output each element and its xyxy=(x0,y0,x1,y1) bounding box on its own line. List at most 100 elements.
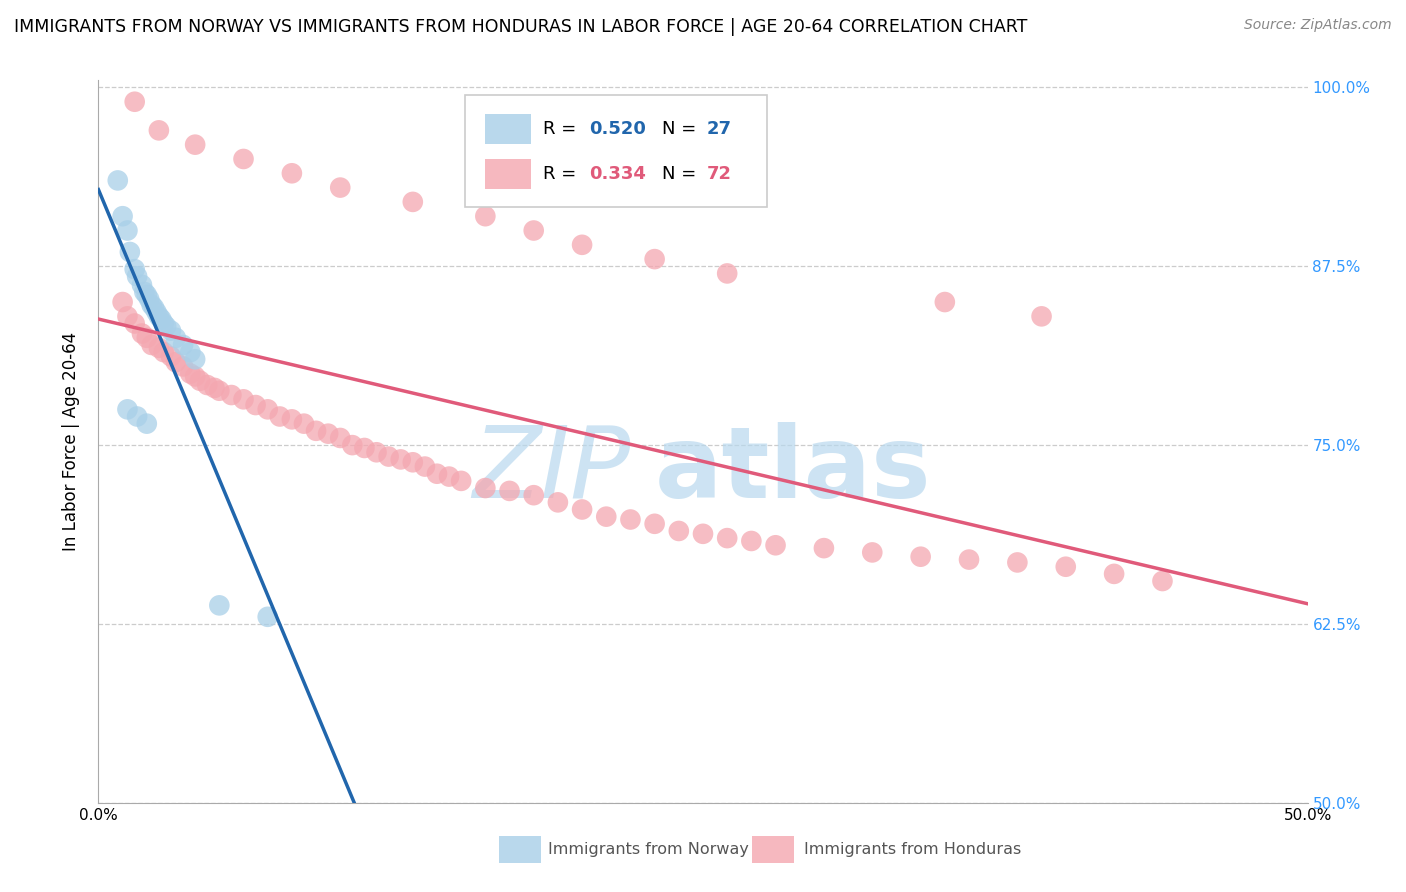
Point xyxy=(143,301,166,315)
Point xyxy=(934,295,956,310)
Point xyxy=(256,402,278,417)
Point xyxy=(184,369,207,384)
Point xyxy=(127,269,149,284)
Point xyxy=(134,285,156,299)
Point xyxy=(860,545,883,559)
Point xyxy=(195,378,218,392)
Point xyxy=(208,384,231,398)
Point xyxy=(148,123,170,137)
Point xyxy=(124,317,146,331)
Point xyxy=(426,467,449,481)
Point xyxy=(692,526,714,541)
Point xyxy=(281,166,304,180)
FancyBboxPatch shape xyxy=(485,159,531,189)
Point xyxy=(474,209,496,223)
Point xyxy=(765,538,787,552)
Point xyxy=(148,341,170,355)
Point xyxy=(160,350,183,364)
Point xyxy=(644,252,666,266)
Point xyxy=(111,295,134,310)
Text: ZIP: ZIP xyxy=(472,422,630,519)
Point xyxy=(377,450,399,464)
Point xyxy=(716,531,738,545)
Point xyxy=(1102,566,1125,581)
Point xyxy=(117,223,139,237)
FancyBboxPatch shape xyxy=(465,95,768,207)
Text: Source: ZipAtlas.com: Source: ZipAtlas.com xyxy=(1244,18,1392,32)
Point xyxy=(148,310,170,324)
Point xyxy=(204,381,226,395)
Point xyxy=(644,516,666,531)
Point xyxy=(329,180,352,194)
Point xyxy=(245,398,267,412)
Point xyxy=(571,502,593,516)
Point xyxy=(135,417,157,431)
Point xyxy=(150,312,173,326)
Point xyxy=(221,388,243,402)
Point xyxy=(353,441,375,455)
Point xyxy=(117,310,139,324)
Text: atlas: atlas xyxy=(655,422,931,519)
Point xyxy=(547,495,569,509)
Point xyxy=(292,417,315,431)
Point xyxy=(152,317,174,331)
Point xyxy=(329,431,352,445)
Point xyxy=(523,488,546,502)
Text: 0.520: 0.520 xyxy=(589,120,647,137)
Text: R =: R = xyxy=(543,120,582,137)
Point xyxy=(1031,310,1053,324)
Point xyxy=(135,331,157,345)
Point xyxy=(957,552,980,566)
Point xyxy=(269,409,291,424)
Text: R =: R = xyxy=(543,165,582,183)
Text: IMMIGRANTS FROM NORWAY VS IMMIGRANTS FROM HONDURAS IN LABOR FORCE | AGE 20-64 CO: IMMIGRANTS FROM NORWAY VS IMMIGRANTS FRO… xyxy=(14,18,1028,36)
Point xyxy=(256,609,278,624)
Point xyxy=(523,223,546,237)
Point xyxy=(184,137,207,152)
Point xyxy=(281,412,304,426)
Text: Immigrants from Norway: Immigrants from Norway xyxy=(548,842,749,856)
Point xyxy=(474,481,496,495)
Text: 72: 72 xyxy=(707,165,731,183)
Point xyxy=(184,352,207,367)
Point xyxy=(172,338,194,352)
Point xyxy=(127,409,149,424)
Point xyxy=(316,426,339,441)
Point xyxy=(179,345,201,359)
Y-axis label: In Labor Force | Age 20-64: In Labor Force | Age 20-64 xyxy=(62,332,80,551)
Point xyxy=(1054,559,1077,574)
Point xyxy=(232,392,254,407)
Point xyxy=(232,152,254,166)
Point xyxy=(402,194,425,209)
Point xyxy=(131,277,153,292)
Point xyxy=(342,438,364,452)
Point xyxy=(152,345,174,359)
Point xyxy=(740,533,762,548)
Point xyxy=(111,209,134,223)
Point xyxy=(366,445,388,459)
Point xyxy=(813,541,835,555)
Point xyxy=(402,455,425,469)
Point xyxy=(413,459,436,474)
Point xyxy=(389,452,412,467)
Point xyxy=(571,237,593,252)
Point xyxy=(131,326,153,341)
Point xyxy=(124,95,146,109)
Point xyxy=(305,424,328,438)
Point xyxy=(498,483,520,498)
Point xyxy=(141,298,163,312)
Point xyxy=(188,374,211,388)
Point xyxy=(145,305,167,319)
Point xyxy=(595,509,617,524)
Point xyxy=(716,267,738,281)
Point xyxy=(1007,556,1029,570)
Point xyxy=(165,331,187,345)
Point xyxy=(135,288,157,302)
Point xyxy=(138,292,160,306)
Point xyxy=(172,359,194,374)
Text: 27: 27 xyxy=(707,120,731,137)
Point xyxy=(107,173,129,187)
Point xyxy=(179,367,201,381)
Text: Immigrants from Honduras: Immigrants from Honduras xyxy=(804,842,1022,856)
Point xyxy=(160,324,183,338)
